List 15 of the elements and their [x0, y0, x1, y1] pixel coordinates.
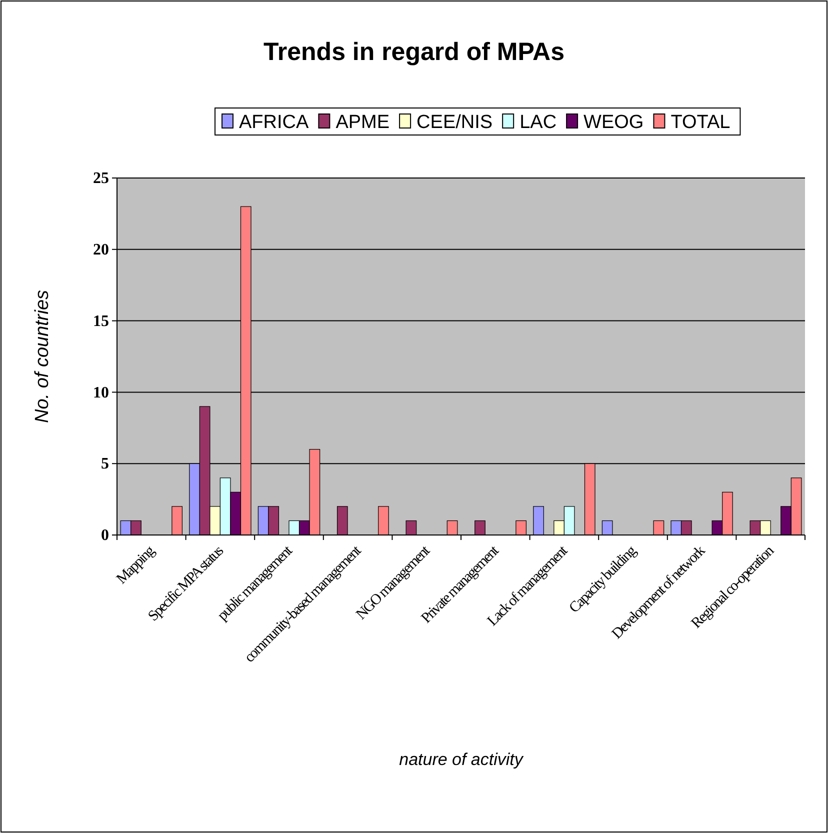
chart-title: Trends in regard of MPAs — [264, 38, 564, 66]
y-tick-label: 5 — [101, 456, 109, 473]
legend-label: CEE/NIS — [416, 112, 493, 133]
legend-label: APME — [336, 112, 390, 133]
x-axis-title: nature of activity — [399, 750, 524, 769]
legend-label: TOTAL — [670, 112, 730, 133]
legend-label: AFRICA — [239, 112, 309, 133]
y-tick-label: 25 — [93, 170, 109, 188]
legend-label: WEOG — [584, 112, 644, 133]
y-tick-label: 15 — [93, 312, 109, 330]
y-tick-label: 0 — [101, 527, 109, 544]
legend-label: LAC — [520, 112, 557, 133]
y-tick-label: 10 — [93, 384, 109, 402]
y-tick-label: 20 — [93, 242, 109, 259]
y-axis-title: No. of countries — [32, 289, 53, 424]
